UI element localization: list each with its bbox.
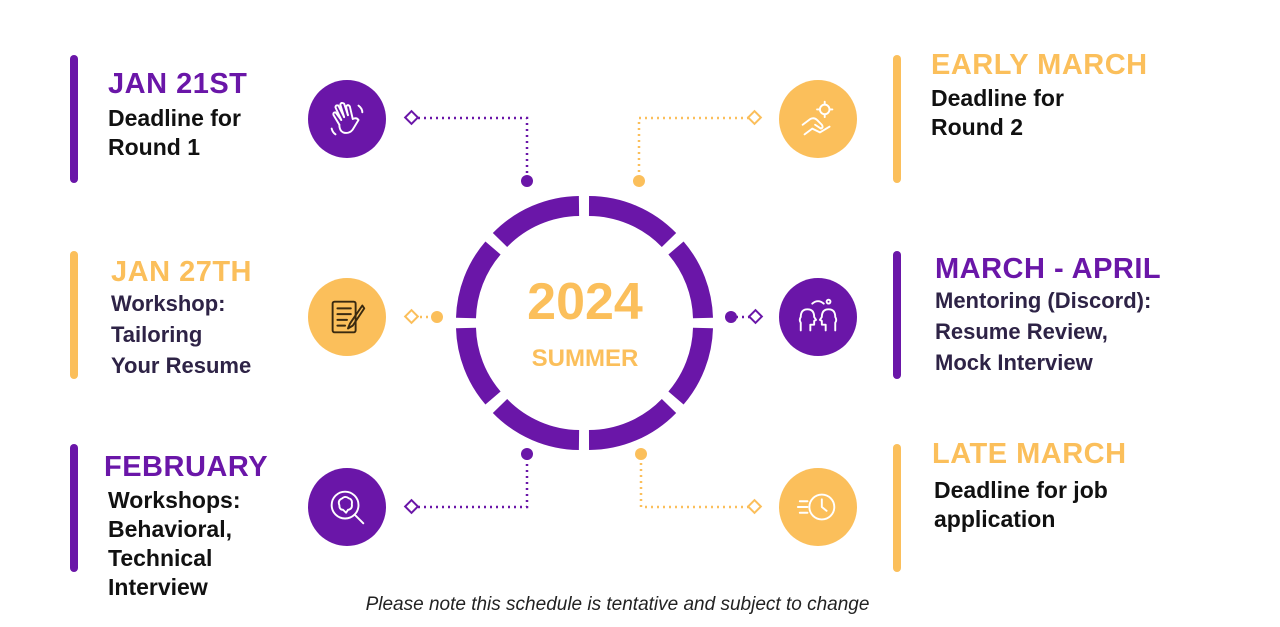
milestone-jan-27th: JAN 27TH Workshop: Tailoring Your Resume: [111, 256, 252, 381]
ring-segment: [456, 241, 501, 319]
connector-jan21: [403, 109, 533, 187]
milestone-line: Deadline for: [931, 85, 1064, 111]
milestone-jan-21st: JAN 21ST Deadline for Round 1: [108, 68, 247, 162]
milestone-description: Deadline for Round 1: [108, 104, 247, 162]
milestone-date: EARLY MARCH: [931, 49, 1148, 81]
fast-clock-icon: [779, 468, 857, 546]
milestone-line: Tailoring: [111, 322, 203, 347]
accent-bar: [893, 251, 901, 379]
progress-ring: [456, 196, 713, 450]
milestone-description: Workshops: Behavioral, Technical Intervi…: [108, 486, 268, 602]
accent-bar: [70, 55, 78, 183]
milestone-line: Mentoring (Discord):: [935, 288, 1152, 313]
milestone-line: Technical: [108, 545, 213, 571]
milestone-late-march: LATE MARCH Deadline for job application: [932, 438, 1127, 534]
accent-bar: [70, 444, 78, 572]
mentoring-heads-icon: [779, 278, 857, 356]
center-year: 2024: [527, 273, 643, 331]
accent-bar: [893, 55, 901, 183]
ring-segment: [668, 241, 713, 319]
ring-segment: [588, 398, 677, 450]
gear-hand-icon: [779, 80, 857, 158]
milestone-line: Round 1: [108, 134, 200, 160]
brain-search-icon: [308, 468, 386, 546]
waving-hand-icon: [308, 80, 386, 158]
milestone-description: Deadline for Round 2: [931, 84, 1148, 142]
milestone-date: FEBRUARY: [104, 451, 269, 483]
milestone-line: Deadline for: [108, 105, 241, 131]
milestone-february: FEBRUARY Workshops: Behavioral, Technica…: [104, 451, 268, 602]
connector-march-april: [725, 308, 764, 325]
tentative-schedule-note: Please note this schedule is tentative a…: [365, 594, 870, 615]
ring-segment: [492, 196, 580, 248]
milestone-line: Your Resume: [111, 353, 252, 378]
resume-edit-icon: [308, 278, 386, 356]
ring-segment: [588, 196, 677, 248]
connector-february: [403, 448, 533, 515]
connector-early-march: [633, 109, 763, 187]
milestone-description: Mentoring (Discord): Resume Review, Mock…: [935, 285, 1161, 378]
connector-jan27: [403, 308, 443, 325]
milestone-date: JAN 21ST: [108, 68, 248, 100]
milestone-line: Resume Review,: [935, 319, 1108, 344]
connector-late-march: [635, 448, 763, 515]
milestone-description: Deadline for job application: [934, 476, 1127, 534]
accent-bar: [70, 251, 78, 379]
milestone-date: JAN 27TH: [111, 256, 252, 288]
milestone-march-april: MARCH - APRIL Mentoring (Discord): Resum…: [935, 253, 1161, 378]
center-season: SUMMER: [531, 345, 639, 372]
milestone-line: Round 2: [931, 114, 1023, 140]
milestone-line: Interview: [108, 574, 208, 600]
milestone-description: Workshop: Tailoring Your Resume: [111, 288, 252, 381]
milestone-line: application: [934, 506, 1056, 532]
ring-segment: [492, 398, 580, 450]
milestone-line: Workshops:: [108, 487, 241, 513]
milestone-early-march: EARLY MARCH Deadline for Round 2: [931, 49, 1148, 142]
milestone-date: MARCH - APRIL: [935, 253, 1162, 285]
accent-bar: [893, 444, 901, 572]
ring-segment: [668, 327, 713, 405]
ring-segment: [456, 327, 501, 405]
milestone-date: LATE MARCH: [932, 438, 1127, 470]
milestone-line: Deadline for job: [934, 477, 1108, 503]
milestone-line: Mock Interview: [935, 350, 1093, 375]
milestone-line: Behavioral,: [108, 516, 232, 542]
milestone-line: Workshop:: [111, 291, 226, 316]
